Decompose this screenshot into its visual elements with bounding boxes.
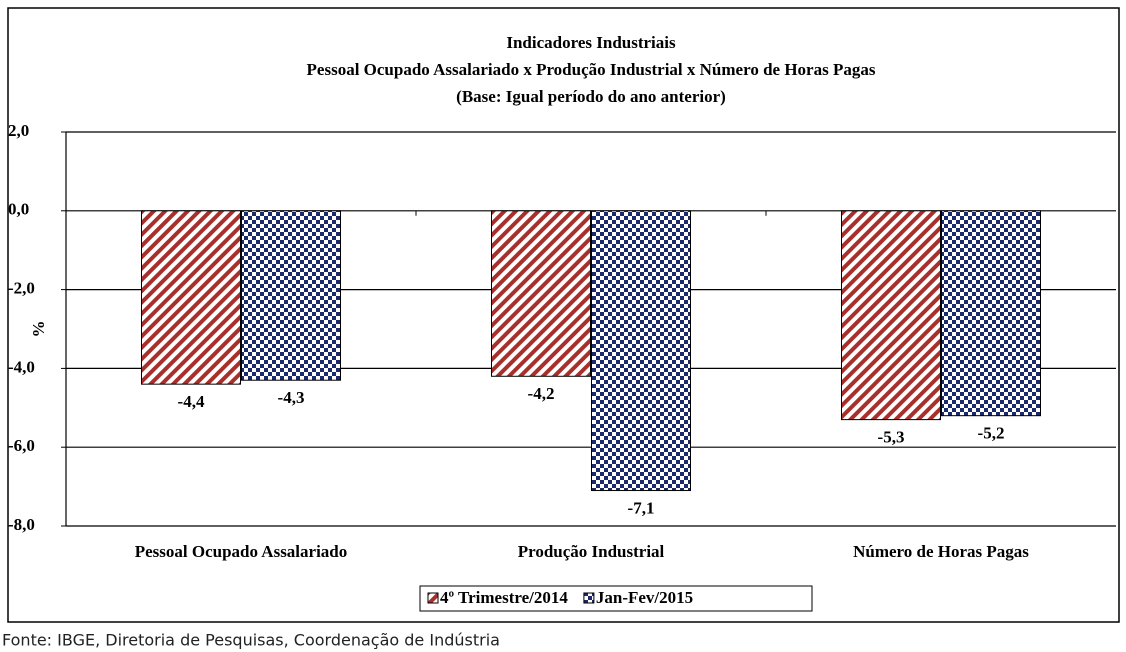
y-axis-label: % [29,321,48,338]
data-label: -5,2 [978,424,1005,443]
y-tick-label: -2,0 [8,279,35,298]
data-label: -4,3 [278,388,305,407]
data-label: -4,4 [178,392,205,411]
bar [241,210,341,381]
source-note: Fonte: IBGE, Diretoria de Pesquisas, Coo… [2,631,500,650]
bar [941,210,1041,417]
bar [141,210,241,385]
legend-swatch [427,592,439,604]
data-label: -5,3 [878,428,905,447]
y-tick-label: -8,0 [8,515,35,534]
data-label: -7,1 [628,498,655,517]
x-tick-label: Pessoal Ocupado Assalariado [135,542,348,561]
chart-subtitle: (Base: Igual período do ano anterior) [456,87,726,106]
y-tick-label: 2,0 [8,121,29,140]
legend-box [419,585,813,612]
y-tick-label: -4,0 [8,357,35,376]
legend-label: 4º Trimestre/2014 [440,588,568,607]
chart-subtitle: Pessoal Ocupado Assalariado x Produção I… [307,60,876,79]
bar [841,210,941,421]
legend-label: Jan-Fev/2015 [596,588,693,607]
chart-title: Indicadores Industriais [506,33,676,52]
legend-swatch [583,592,595,604]
bar [591,210,691,492]
x-tick-label: Número de Horas Pagas [853,542,1029,561]
x-tick-label: Produção Industrial [518,542,665,561]
y-tick-label: -6,0 [8,436,35,455]
bar [491,210,591,377]
data-label: -4,2 [528,384,555,403]
y-tick-label: 0,0 [8,200,29,219]
